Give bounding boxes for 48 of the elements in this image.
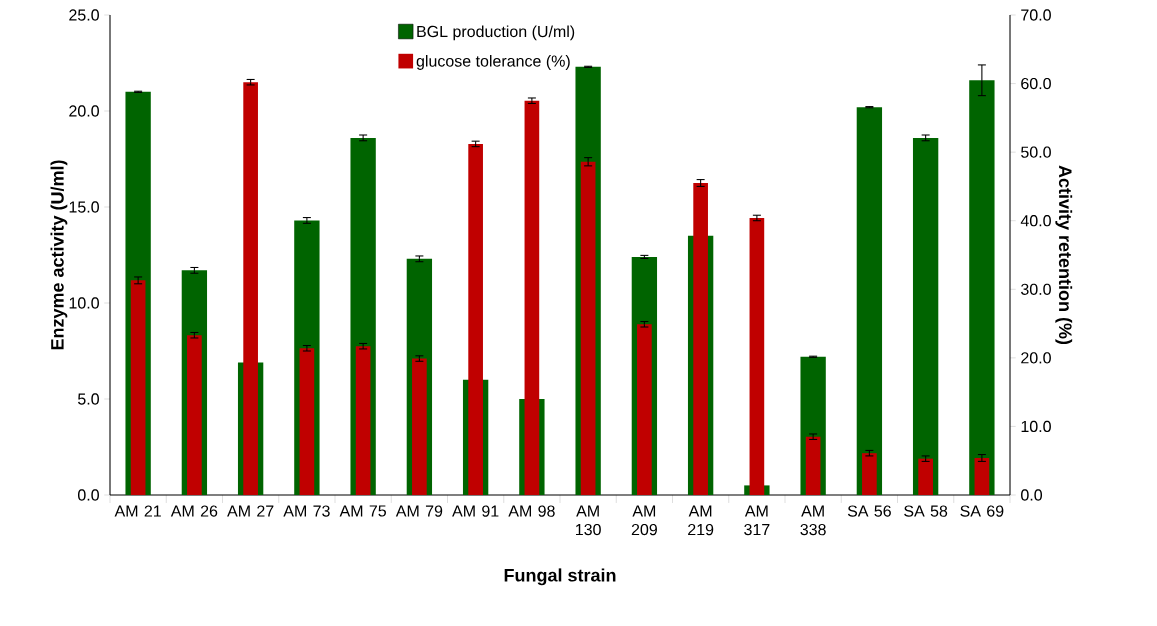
x-tick-label: AM 79 <box>395 505 443 517</box>
x-tick-label: AM 338 <box>800 505 826 536</box>
bar <box>969 80 995 495</box>
y2-tick-label: 60.0 <box>1021 77 1051 90</box>
x-tick-label: AM 219 <box>688 505 714 536</box>
y2-tick-label: 50.0 <box>1021 146 1051 158</box>
x-tick-label: SA 56 <box>847 505 891 517</box>
x-axis-title: Fungal strain <box>504 568 616 586</box>
x-tick-label: AM 317 <box>744 505 770 536</box>
y-tick-label: 15.0 <box>69 201 99 213</box>
x-tick-label: AM 209 <box>631 505 657 536</box>
y2-tick-label: 30.0 <box>1021 283 1051 295</box>
y-tick-label: 0.0 <box>77 489 99 501</box>
y2-tick-label: 10.0 <box>1021 420 1051 433</box>
legend-label: glucose tolerance (%) <box>416 55 570 70</box>
x-tick-label: SA 69 <box>960 505 1004 517</box>
x-tick-label: SA 58 <box>904 505 948 517</box>
bar <box>637 324 652 495</box>
y2-tick-label: 20.0 <box>1021 352 1051 364</box>
x-tick-label: AM 75 <box>339 505 387 517</box>
y2-axis-title: Activity retention (%) <box>1055 165 1073 345</box>
bar <box>130 280 146 495</box>
bar <box>912 137 939 495</box>
bar <box>355 346 371 495</box>
bar <box>862 453 877 495</box>
bar <box>412 358 427 495</box>
x-tick-label: AM 98 <box>508 505 555 517</box>
x-tick-label: AM 130 <box>576 505 601 536</box>
y-tick-label: 5.0 <box>78 393 99 405</box>
bar <box>974 457 990 495</box>
bar <box>805 436 821 495</box>
y2-tick-label: 0.0 <box>1021 489 1043 501</box>
x-tick-label: AM 73 <box>283 505 330 517</box>
y-tick-label: 10.0 <box>69 297 99 309</box>
x-tick-label: AM 21 <box>114 505 161 517</box>
x-tick-label: AM 26 <box>170 505 218 517</box>
bar <box>856 107 883 495</box>
x-tick-label: AM 91 <box>452 505 499 517</box>
y-axis-title: Enzyme activity (U/ml) <box>50 160 68 350</box>
y-tick-label: 20.0 <box>69 105 99 117</box>
legend-label: BGL production (U/ml) <box>417 25 575 41</box>
bar <box>187 335 202 495</box>
y2-tick-label: 70.0 <box>1021 9 1051 21</box>
y2-tick-label: 40.0 <box>1020 215 1051 227</box>
y-tick-label: 25.0 <box>69 9 99 21</box>
bar <box>299 348 315 495</box>
x-tick-label: AM 27 <box>227 505 274 517</box>
bar <box>918 458 933 495</box>
